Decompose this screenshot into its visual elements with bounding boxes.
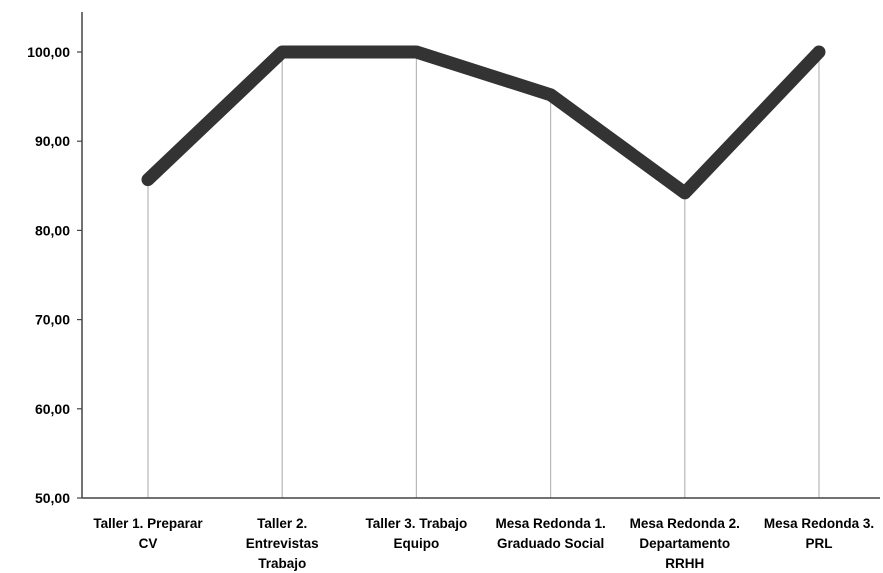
x-tick-label: Mesa Redonda 2. Departamento RRHH — [630, 516, 740, 571]
x-tick-label: Mesa Redonda 1. Graduado Social — [495, 516, 605, 551]
x-tick-label: Taller 3. Trabajo Equipo — [366, 516, 468, 551]
x-tick-label: Taller 1. Preparar CV — [93, 516, 203, 551]
y-tick-label: 80,00 — [35, 222, 70, 238]
series-line — [141, 45, 826, 200]
y-tick-label: 100,00 — [27, 44, 70, 60]
y-axis-ticks: 50,00 60,00 70,00 80,00 90,00 100,00 — [27, 44, 82, 506]
drop-lines — [147, 52, 820, 498]
y-tick-label: 70,00 — [35, 312, 70, 328]
y-tick-label: 90,00 — [35, 133, 70, 149]
x-axis-labels: Taller 1. Preparar CV Taller 2. Entrevistas… — [93, 516, 874, 571]
x-tick-label: Taller 2. Entrevistas Trabajo — [246, 516, 319, 571]
y-tick-label: 50,00 — [35, 490, 70, 506]
y-tick-label: 60,00 — [35, 401, 70, 417]
x-tick-label: Mesa Redonda 3. PRL — [764, 516, 874, 551]
